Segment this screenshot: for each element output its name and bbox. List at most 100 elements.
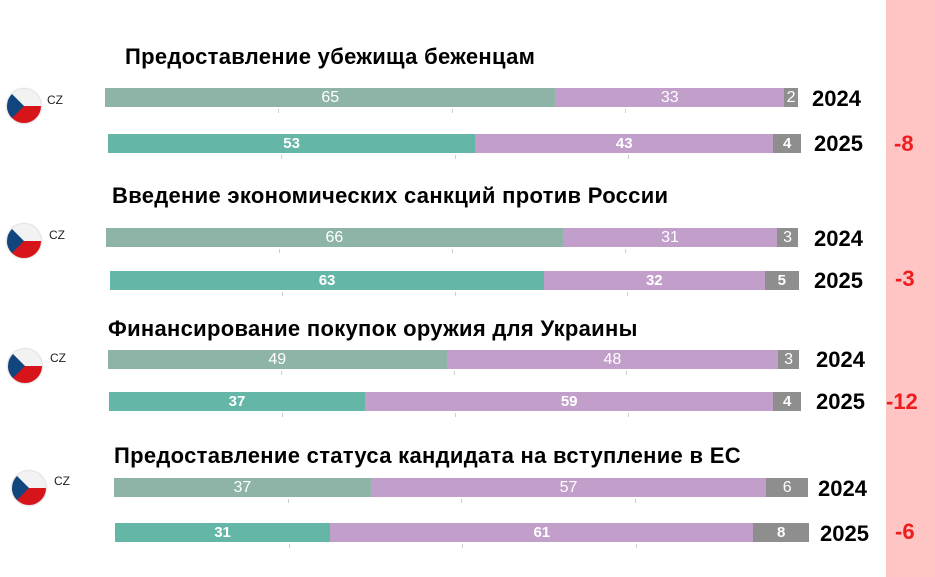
year-label: 2025 bbox=[814, 268, 863, 293]
grid-tick bbox=[280, 371, 282, 375]
bar-segment-support: 63 bbox=[110, 271, 545, 290]
grid-tick bbox=[462, 544, 463, 548]
data-label: 48 bbox=[603, 350, 622, 368]
grid-tick bbox=[454, 292, 456, 296]
stacked-bar-2024: 65 33 2 bbox=[105, 88, 798, 107]
data-label: 59 bbox=[560, 393, 578, 410]
change-value: -12 bbox=[886, 389, 918, 414]
grid-tick bbox=[281, 155, 283, 159]
grid-tick bbox=[453, 371, 455, 375]
grid-tick bbox=[454, 155, 456, 159]
bar-segment-undecided: 5 bbox=[764, 271, 799, 290]
bar-segment-oppose: 33 bbox=[555, 88, 785, 107]
bar-segment-undecided: 6 bbox=[766, 478, 808, 497]
grid-tick bbox=[282, 292, 284, 296]
stacked-bar-2024: 49 48 3 bbox=[108, 350, 799, 369]
bar-segment-undecided: 3 bbox=[778, 350, 799, 369]
bar-segment-oppose: 32 bbox=[544, 271, 765, 290]
grid-tick bbox=[452, 249, 453, 253]
czech-flag-icon bbox=[7, 224, 41, 258]
bar-segment-support: 37 bbox=[109, 392, 366, 411]
year-label: 2025 bbox=[820, 521, 869, 546]
grid-tick bbox=[626, 371, 628, 375]
year-label: 2025 bbox=[816, 389, 865, 414]
bar-segment-oppose: 59 bbox=[365, 392, 774, 411]
grid-tick bbox=[635, 544, 637, 548]
bar-segment-support: 66 bbox=[106, 228, 563, 247]
grid-tick bbox=[451, 109, 453, 113]
bar-segment-undecided: 8 bbox=[753, 523, 809, 542]
year-label: 2024 bbox=[812, 86, 861, 111]
grid-tick bbox=[282, 413, 283, 417]
grid-tick bbox=[626, 292, 628, 296]
czech-flag-icon bbox=[8, 349, 42, 383]
data-label: 8 bbox=[777, 524, 786, 541]
bar-segment-support: 53 bbox=[108, 134, 476, 153]
country-code: CZ bbox=[47, 93, 63, 107]
bar-segment-oppose: 61 bbox=[330, 523, 754, 542]
stacked-bar-2025: 31 61 8 bbox=[115, 523, 809, 542]
grid-tick bbox=[288, 544, 290, 548]
stacked-bar-2025: 37 59 4 bbox=[109, 392, 801, 411]
data-label: 65 bbox=[321, 88, 340, 106]
bar-segment-oppose: 57 bbox=[370, 478, 767, 497]
grid-tick bbox=[455, 413, 456, 417]
bar-segment-oppose: 43 bbox=[475, 134, 774, 153]
data-label: 2 bbox=[786, 88, 796, 106]
country-code: CZ bbox=[50, 351, 66, 365]
question-title: Предоставление статуса кандидата на всту… bbox=[114, 443, 741, 468]
grid-tick bbox=[628, 413, 629, 417]
data-label: 31 bbox=[214, 524, 231, 541]
data-label: 61 bbox=[533, 524, 551, 541]
bar-segment-oppose: 31 bbox=[562, 228, 778, 247]
data-label: 53 bbox=[283, 135, 300, 152]
bar-segment-undecided: 4 bbox=[773, 134, 801, 153]
data-label: 5 bbox=[777, 272, 786, 289]
question-title: Введение экономических санкций против Ро… bbox=[112, 183, 669, 208]
question-title: Финансирование покупок оружия для Украин… bbox=[108, 316, 638, 341]
data-label: 66 bbox=[325, 228, 344, 246]
bar-segment-undecided: 4 bbox=[773, 392, 801, 411]
data-label: 33 bbox=[660, 88, 679, 106]
change-value: -6 bbox=[895, 519, 915, 544]
data-label: 37 bbox=[233, 478, 252, 496]
grid-tick bbox=[461, 499, 462, 503]
grid-tick bbox=[278, 109, 280, 113]
bar-segment-undecided: 3 bbox=[777, 228, 798, 247]
year-label: 2024 bbox=[816, 347, 865, 372]
data-label: 37 bbox=[228, 393, 246, 410]
data-label: 63 bbox=[318, 272, 336, 289]
year-label: 2024 bbox=[814, 226, 863, 251]
data-label: 4 bbox=[782, 135, 792, 152]
bar-segment-support: 31 bbox=[115, 523, 331, 542]
czech-flag-icon bbox=[7, 89, 41, 123]
stacked-bar-2025: 53 43 4 bbox=[108, 134, 801, 153]
bar-segment-undecided: 2 bbox=[784, 88, 798, 107]
data-label: 49 bbox=[268, 350, 287, 368]
grid-tick bbox=[627, 155, 629, 159]
bar-segment-support: 37 bbox=[114, 478, 371, 497]
question-title: Предоставление убежища беженцам bbox=[125, 44, 536, 69]
stacked-bar-2025: 63 32 5 bbox=[110, 271, 799, 290]
data-label: 57 bbox=[559, 478, 578, 496]
stacked-bar-2024: 37 57 6 bbox=[114, 478, 808, 497]
data-label: 31 bbox=[661, 228, 679, 246]
grid-tick bbox=[287, 499, 289, 503]
czech-flag-icon bbox=[12, 471, 46, 505]
grid-tick bbox=[624, 109, 626, 113]
country-code: CZ bbox=[54, 474, 70, 488]
grid-tick bbox=[625, 249, 626, 253]
bar-segment-support: 65 bbox=[105, 88, 556, 107]
data-label: 32 bbox=[645, 272, 663, 289]
bar-segment-oppose: 48 bbox=[446, 350, 779, 369]
country-code: CZ bbox=[49, 228, 65, 242]
change-value: -8 bbox=[894, 131, 914, 156]
data-label: 43 bbox=[615, 135, 633, 152]
stacked-bar-2024: 66 31 3 bbox=[106, 228, 798, 247]
grid-tick bbox=[279, 249, 280, 253]
grid-tick bbox=[634, 499, 636, 503]
data-label: 3 bbox=[783, 228, 793, 246]
change-highlight-band bbox=[886, 0, 935, 577]
data-label: 4 bbox=[782, 393, 792, 410]
data-label: 3 bbox=[784, 350, 794, 368]
